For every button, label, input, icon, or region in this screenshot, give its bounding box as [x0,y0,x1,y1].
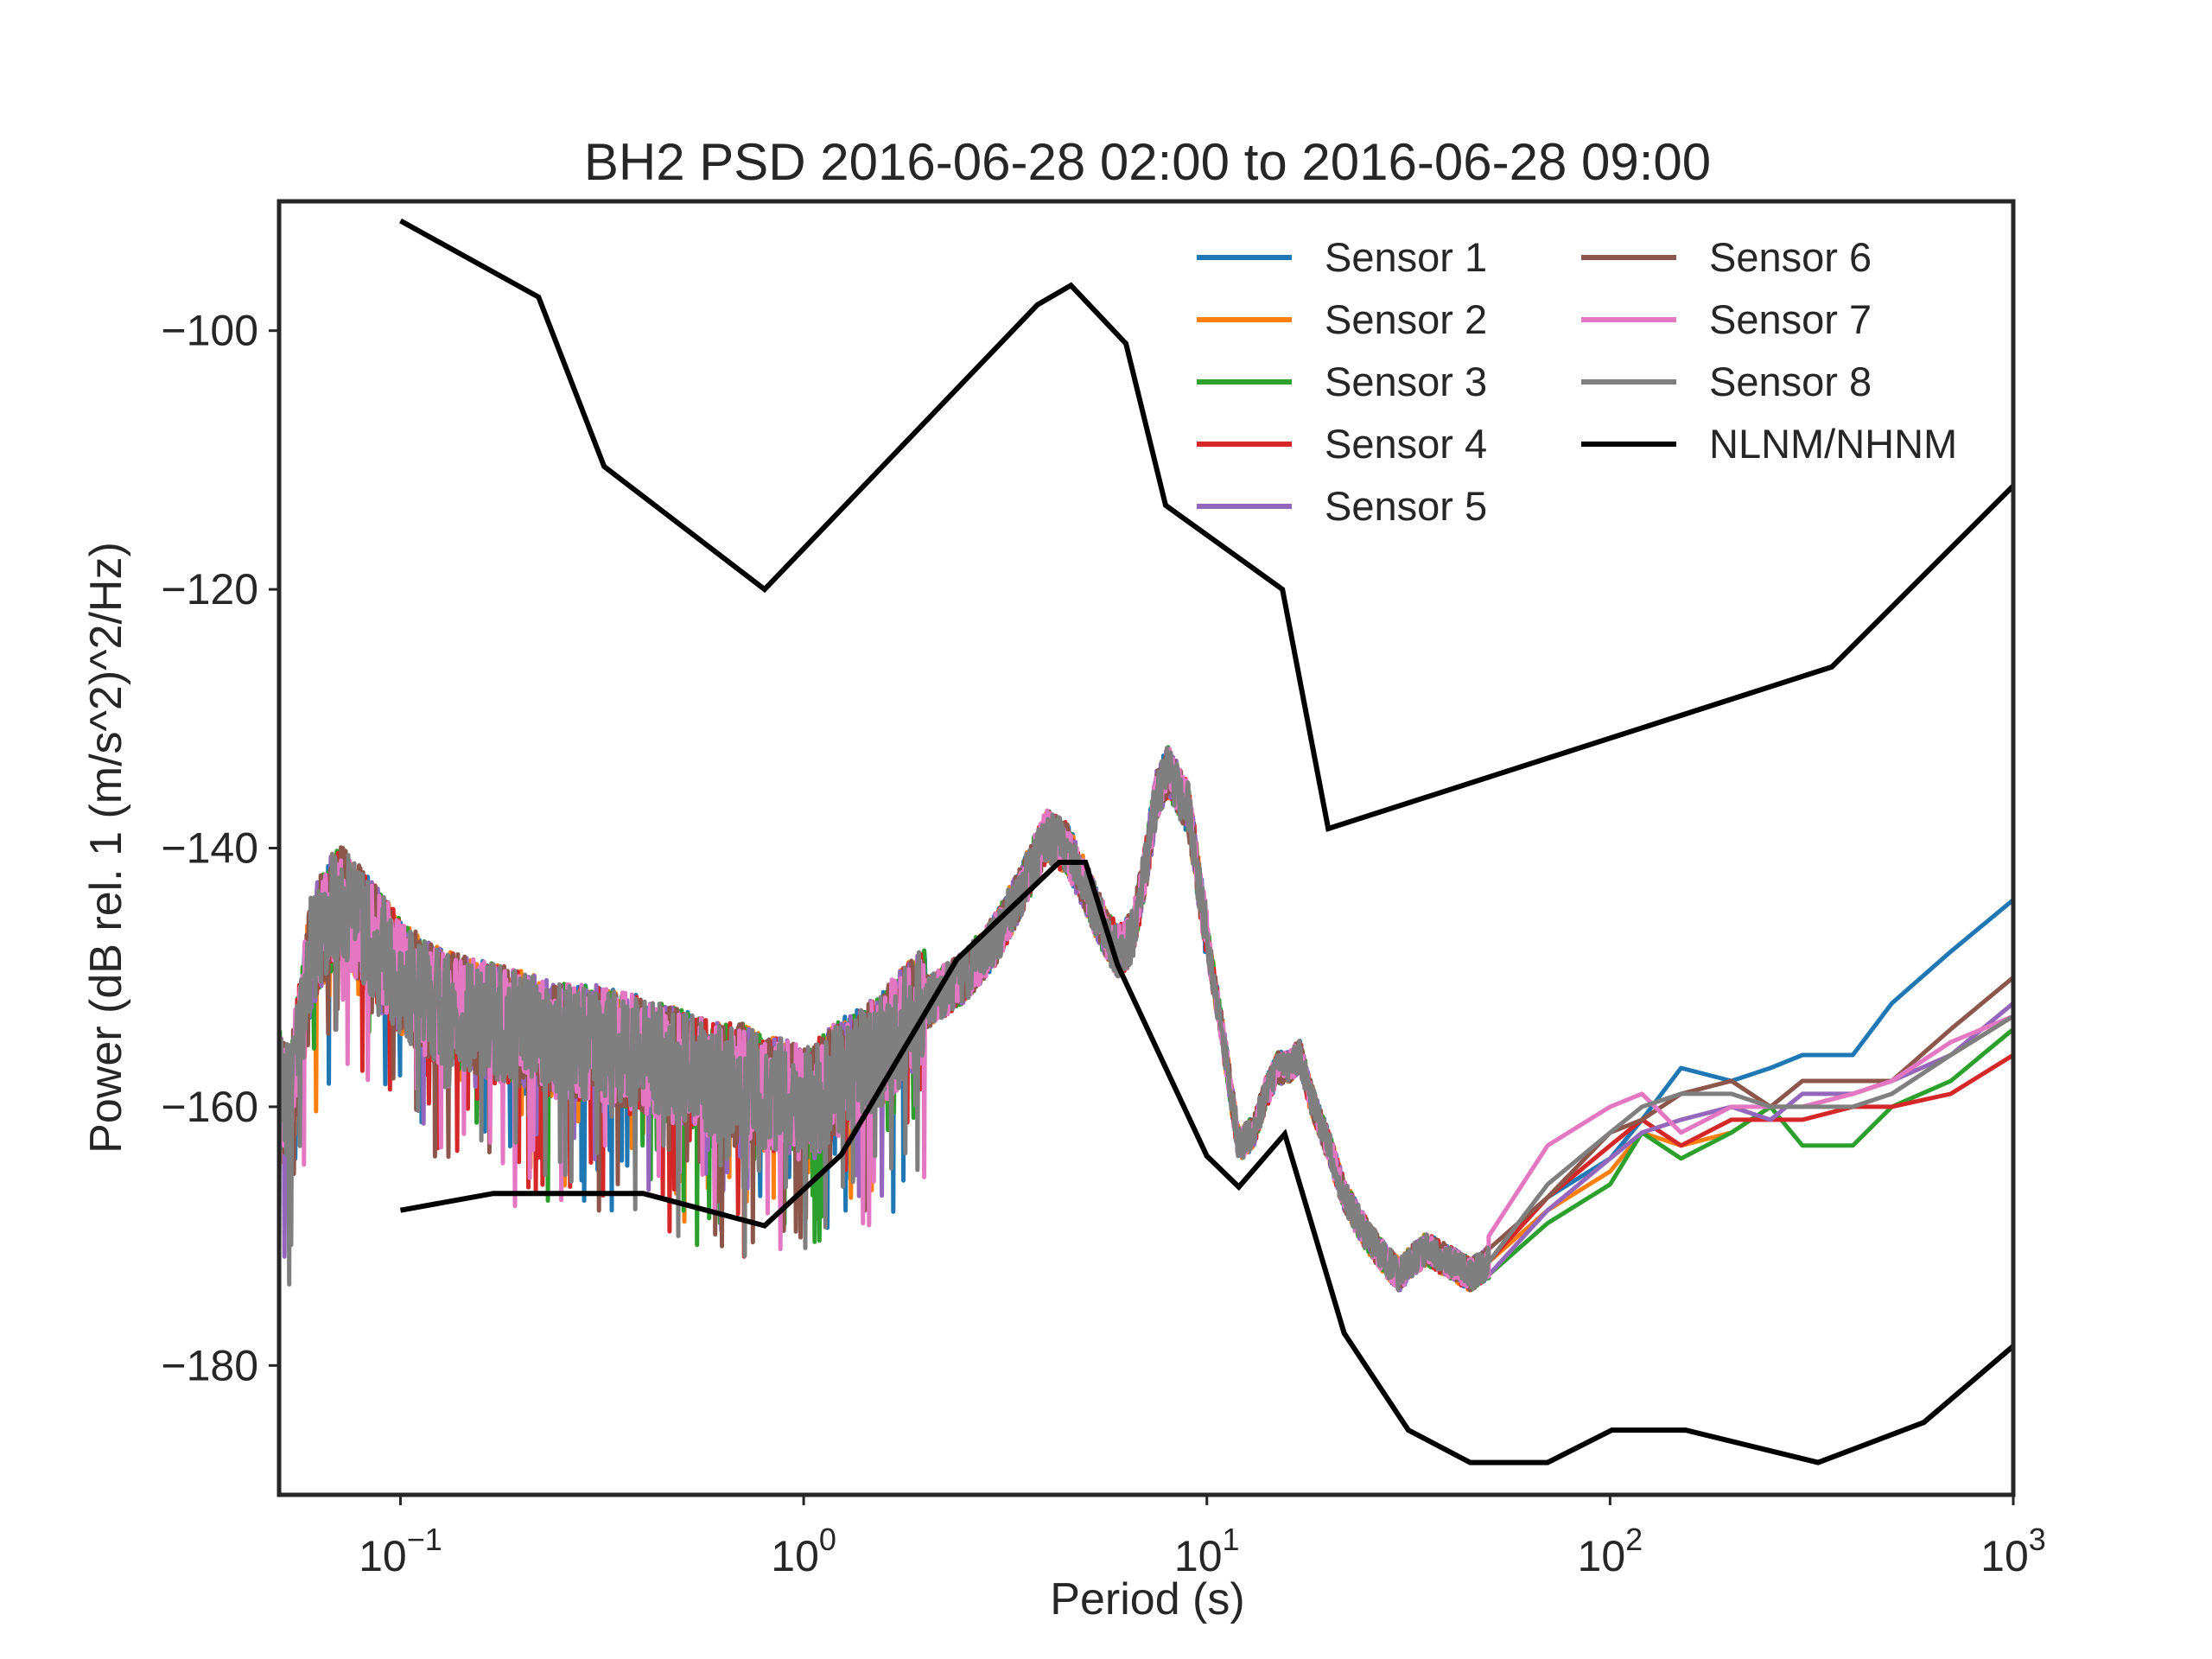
series-layer [279,745,2013,1293]
noise-model-layer [399,218,2013,1465]
legend-entry: Sensor 1 [1325,234,1487,280]
legend-entry: Sensor 4 [1325,421,1487,467]
legend-entry: Sensor 2 [1325,296,1487,342]
legend-entry: Sensor 8 [1709,359,1872,404]
legend-entry: Sensor 3 [1325,359,1487,404]
legend: Sensor 1 Sensor 2 Sensor 3 Sensor 4 Sensor 5… [1197,234,1957,529]
x-axis-ticks: 10−1 100 101 102 103 [359,1495,2046,1580]
legend-entry: Sensor 6 [1709,234,1872,280]
x-tick-label: 102 [1578,1522,1643,1580]
x-axis-label: Period (s) [1050,1574,1244,1624]
legend-entry: Sensor 5 [1325,483,1487,529]
y-tick-label: −100 [161,307,258,355]
x-tick-label: 100 [771,1522,836,1580]
nlnm-curve [399,860,2013,1465]
y-axis-label: Power (dB rel. 1 (m/s^2)^2/Hz) [81,542,131,1154]
legend-entry: Sensor 7 [1709,296,1872,342]
nhnm-curve [399,218,2013,832]
y-tick-label: −160 [161,1083,258,1131]
y-tick-label: −180 [161,1341,258,1389]
x-tick-label: 10−1 [359,1522,442,1580]
y-tick-label: −140 [161,824,258,873]
series-line-sensor-8 [279,746,2013,1292]
legend-entry: NLNM/NHNM [1709,421,1957,467]
y-tick-label: −120 [161,565,258,613]
x-tick-label: 103 [1980,1522,2046,1580]
y-axis-ticks: −100 −120 −140 −160 −180 [161,307,279,1389]
chart-title: BH2 PSD 2016-06-28 02:00 to 2016-06-28 0… [584,133,1711,191]
x-tick-label: 101 [1174,1522,1240,1580]
